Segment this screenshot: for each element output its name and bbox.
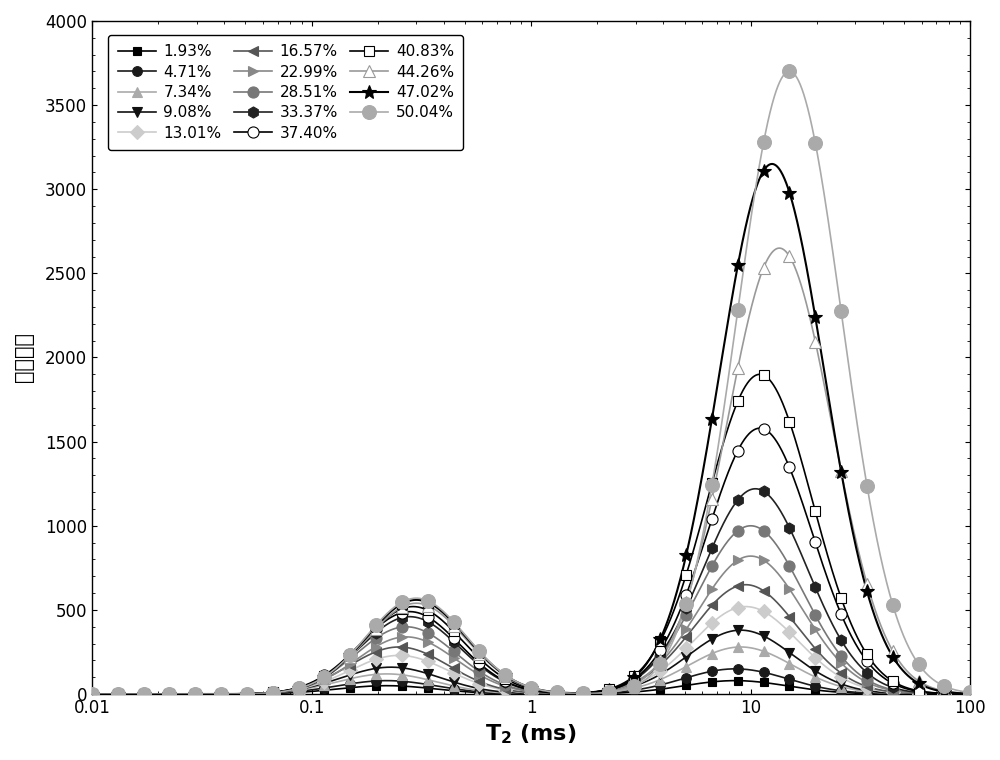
X-axis label: $\mathbf{T_2}$ $\mathbf{(ms)}$: $\mathbf{T_2}$ $\mathbf{(ms)}$ [485,723,577,746]
Legend: 1.93%, 4.71%, 7.34%, 9.08%, 13.01%, 16.57%, 22.99%, 28.51%, 33.37%, 37.40%, 40.8: 1.93%, 4.71%, 7.34%, 9.08%, 13.01%, 16.5… [108,35,463,150]
Y-axis label: 信号幅度: 信号幅度 [14,332,34,382]
